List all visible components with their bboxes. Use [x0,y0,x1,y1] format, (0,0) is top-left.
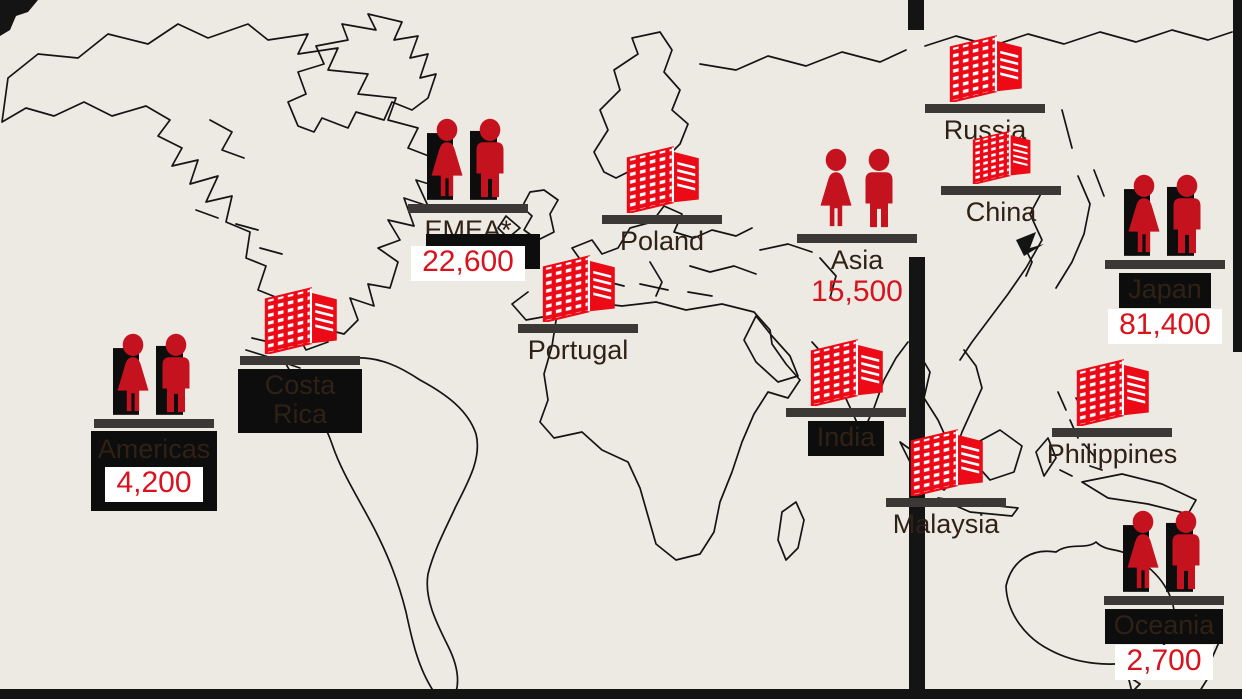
vertical-divider-top [908,0,924,30]
office-building-icon [949,35,1023,102]
callout-costa-rica: Costa Rica [238,284,362,434]
right-edge-divider [1233,0,1242,352]
callout-india: India [784,336,908,457]
region-count: 4,200 [105,467,203,502]
map-noise-shape [1016,232,1044,256]
ground-bar [1052,428,1172,437]
callout-oceania: Oceania 2,700 [1100,510,1228,680]
office-building-icon [626,146,700,213]
region-name: Japan [1119,273,1211,309]
map-corner-shape [0,0,38,36]
callout-emea: EMEA* 22,600 [404,118,532,281]
bottom-edge-divider [0,689,1242,699]
people-pair-icon [113,333,190,415]
site-name: Portugal [527,335,629,365]
region-count: 15,500 [811,275,903,309]
site-name: Costa Rica [238,369,362,434]
site-name: Poland [619,226,705,256]
ground-bar [602,215,722,224]
callout-philippines: Philippines [1046,356,1178,469]
people-pair-icon [820,148,893,228]
ground-bar [518,324,638,333]
woman-icon [820,148,852,227]
office-building-icon [810,339,884,406]
region-name: Americas [97,434,211,464]
man-icon [865,148,893,228]
region-name: Oceania [1104,609,1224,645]
ground-bar [797,234,917,243]
ground-bar [1105,260,1225,269]
office-building-icon [910,429,984,496]
people-pair-icon [427,118,504,200]
office-building-icon [972,130,1032,184]
region-count: 22,600 [411,246,525,281]
callout-malaysia: Malaysia [883,426,1009,539]
site-name: India [807,421,885,457]
people-pair-icon [1124,174,1201,256]
ground-bar [941,186,1061,195]
callout-asia: Asia 15,500 [794,148,920,308]
office-building-icon [264,287,338,354]
ground-bar [925,104,1045,113]
office-building-icon [1076,359,1150,426]
callout-americas: Americas 4,200 [88,333,220,511]
callout-japan: Japan 81,400 [1101,174,1229,344]
region-name: Asia [830,245,884,275]
site-name: China [965,197,1037,227]
ground-bar [408,204,528,213]
ground-bar [1104,596,1224,605]
callout-poland: Poland [600,143,724,256]
ground-bar [240,356,360,365]
callout-china: China [940,126,1062,227]
ground-bar [786,408,906,417]
site-name: Malaysia [892,509,1000,539]
office-building-icon [542,255,616,322]
ground-bar [94,419,214,428]
region-count: 81,400 [1108,309,1222,344]
region-count: 2,700 [1115,645,1213,680]
callout-portugal: Portugal [516,252,640,365]
ground-bar [886,498,1006,507]
region-name: EMEA* [424,215,512,245]
people-pair-icon [1123,510,1200,592]
site-name: Philippines [1046,439,1178,469]
